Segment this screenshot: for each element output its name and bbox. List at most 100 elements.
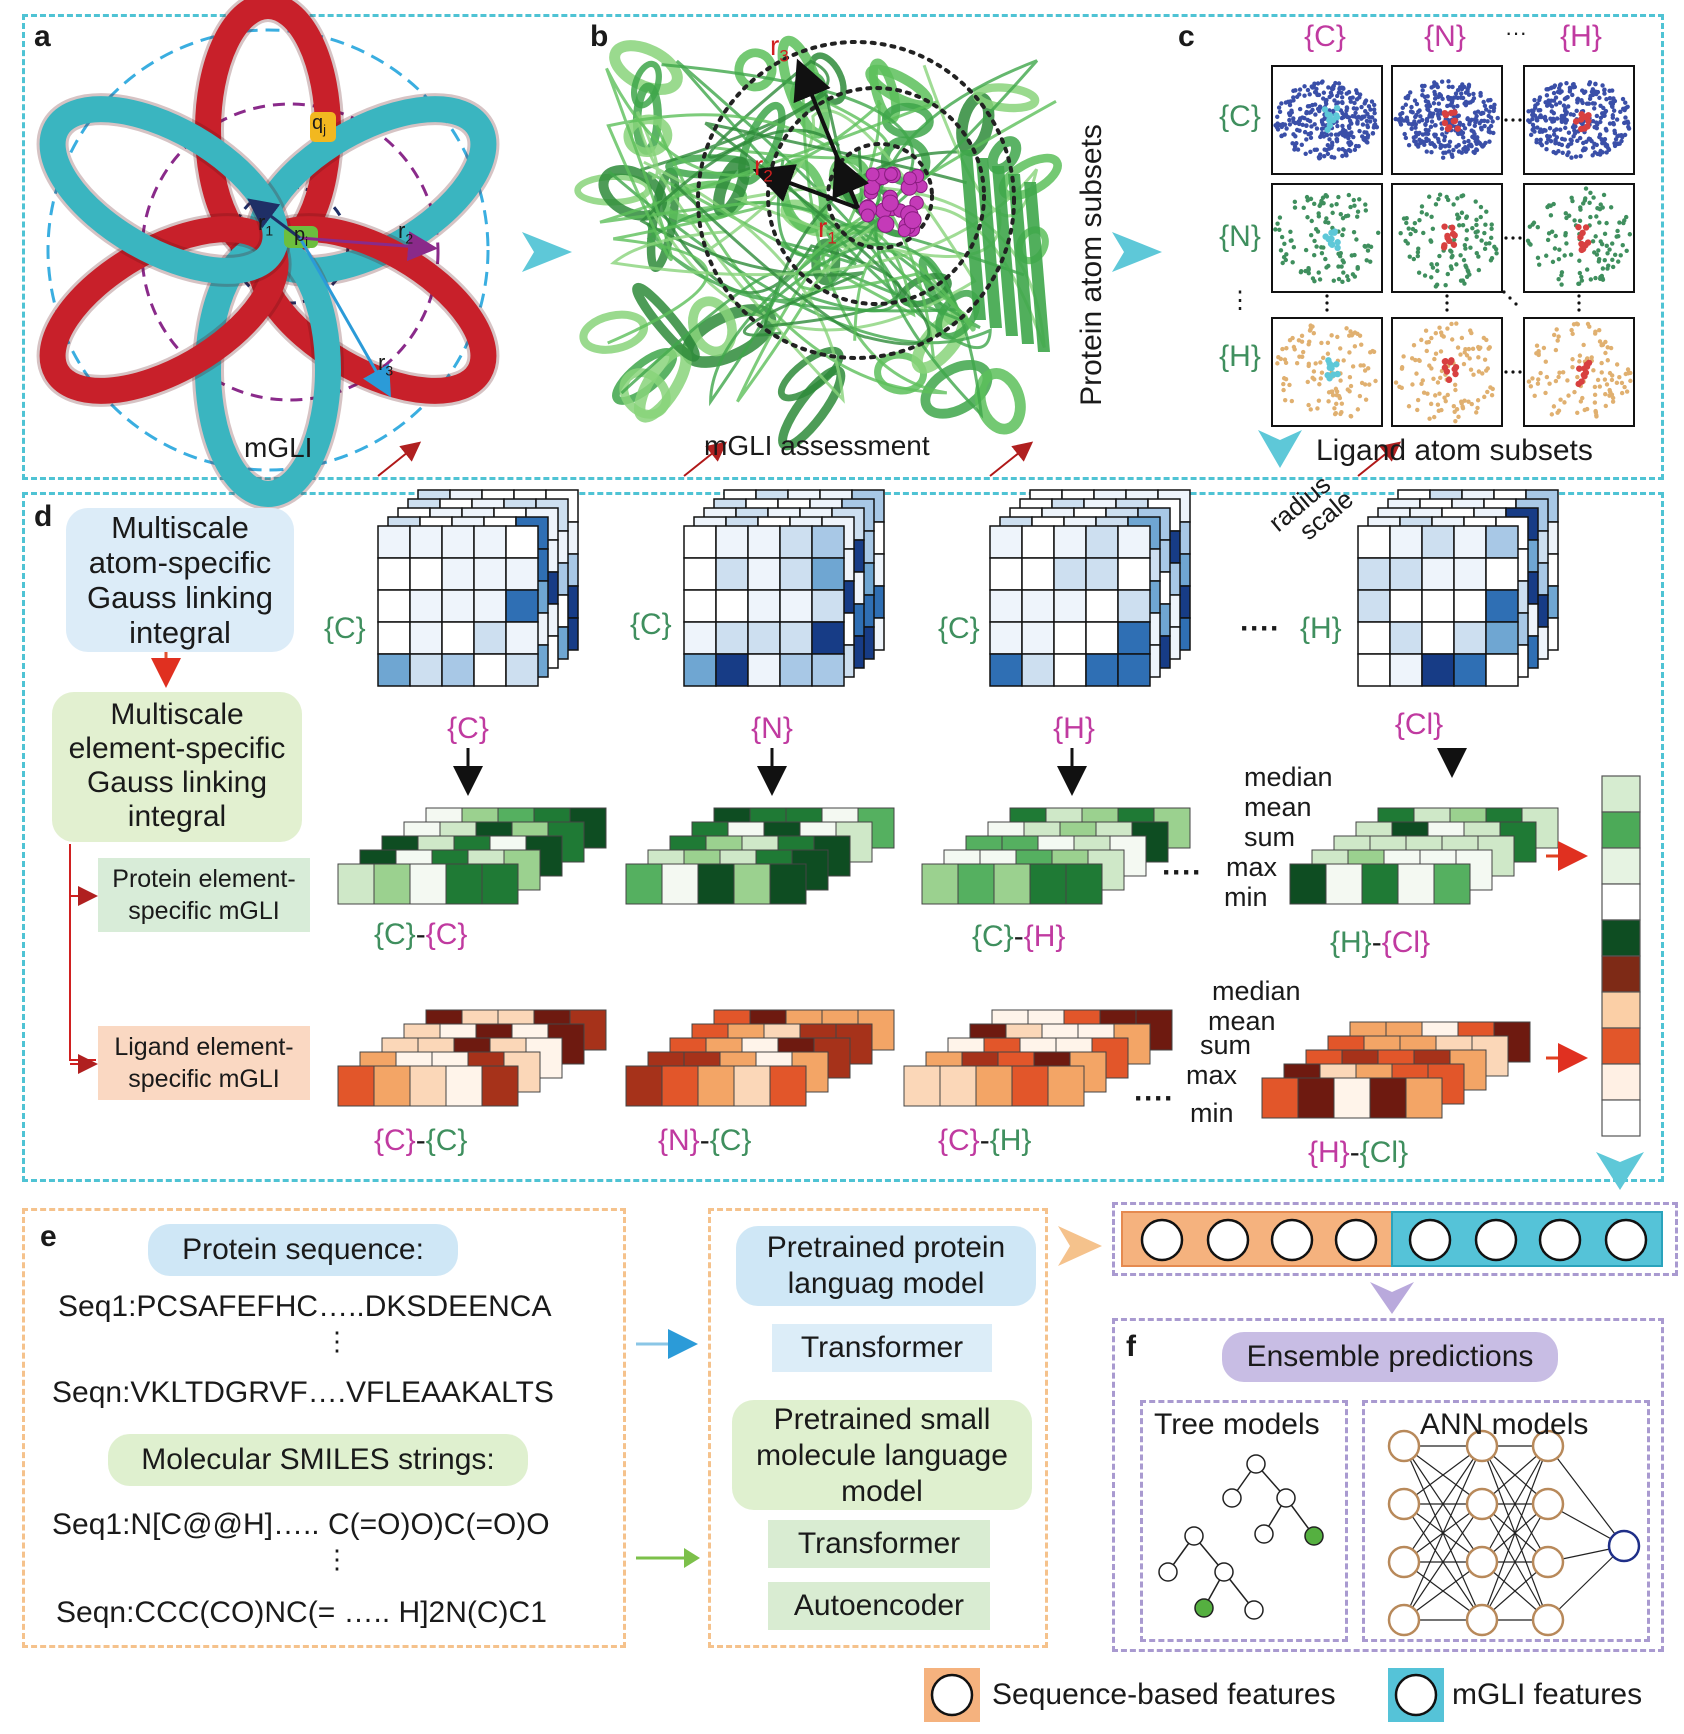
stat-max-g: max [1226, 852, 1278, 882]
panel-letter-c: c [1178, 20, 1195, 53]
matrix2-col: {N} [751, 712, 793, 745]
ann-graphic [1387, 1429, 1641, 1637]
protein-atom-subsets-label: Protein atom subsets [1075, 124, 1108, 406]
panel-letter-b: b [590, 20, 609, 53]
radius-circles [696, 40, 1016, 360]
arrow-d-to-vector [1596, 1152, 1644, 1190]
stat-mean-o: mean [1208, 1006, 1276, 1036]
panel-letter-e: e [40, 1220, 57, 1253]
autoencoder-box: Autoencoder [768, 1582, 990, 1630]
protein-element-mgli-box: Protein element-specific mGLI [98, 858, 310, 932]
ann-models-label: ANN models [1420, 1408, 1589, 1441]
tree-models-label: Tree models [1154, 1408, 1320, 1441]
orange-feature-stacks [337, 1009, 1531, 1119]
label-r1-b: r1 [818, 212, 837, 248]
knot-caption: mGLI [244, 432, 313, 463]
orange-dots: ···· [1134, 1082, 1174, 1115]
protein-language-model-pill: Pretrained protein languag model [736, 1226, 1036, 1306]
row-header-h: {H} [1219, 340, 1261, 373]
smiles-pill: Molecular SMILES strings: [108, 1434, 528, 1486]
label-qj: qj [312, 112, 327, 137]
stat-mean-g: mean [1244, 792, 1312, 822]
label-r2-b: r2 [754, 150, 773, 186]
atom-specific-gli-box: Multiscale atom-specific Gauss linking inte… [66, 508, 294, 652]
vdots-smiles: ⋮ [324, 1544, 350, 1574]
transformer-box-1: Transformer [772, 1324, 992, 1372]
orange-label-hcl: {H}-{Cl} [1308, 1136, 1409, 1169]
seqn-protein: Seqn:VKLTDGRVF….VFLEAAKALTS [52, 1376, 554, 1409]
col-header-n: {N} [1424, 20, 1466, 53]
protein-caption: mGLI assessment [704, 430, 930, 461]
matrix3-col: {H} [1053, 712, 1095, 745]
matrix1-col: {C} [447, 712, 489, 745]
panel-letter-a: a [34, 20, 51, 53]
legend-mgli-label: mGLI features [1452, 1678, 1643, 1711]
stat-sum-o: sum [1200, 1030, 1252, 1060]
green-label-hcl: {H}-{Cl} [1330, 926, 1431, 959]
label-r2-a: r2 [398, 218, 414, 247]
ligand-element-mgli-box: Ligand element-specific mGLI [98, 1026, 310, 1100]
stat-min-g: min [1224, 882, 1268, 912]
seq1-protein: Seq1:PCSAFEFHC…..DKSDEENCA [58, 1290, 552, 1323]
matrix1-row: {C} [324, 612, 366, 645]
green-label-cc: {C}-{C} [374, 918, 468, 951]
feature-vector-frame [1112, 1202, 1678, 1276]
arrow-b-to-c [1112, 232, 1162, 272]
feature-column [1601, 775, 1641, 1137]
orange-label-nc: {N}-{C} [658, 1124, 752, 1157]
arrow-vector-to-f [1370, 1282, 1414, 1314]
qj-segment [310, 112, 336, 142]
ligand-atom-subsets-label: Ligand atom subsets [1316, 434, 1593, 467]
tree-frame [1140, 1400, 1348, 1642]
row-header-n: {N} [1219, 220, 1261, 253]
panel-e-right-frame [708, 1208, 1048, 1648]
orange-label-cc: {C}-{C} [374, 1124, 468, 1157]
col-header-c: {C} [1304, 20, 1346, 53]
blue-matrix-stacks [377, 441, 1559, 687]
transformer-box-2: Transformer [768, 1520, 990, 1568]
matrix-dots: ···· [1240, 612, 1280, 645]
label-r1-a: r1 [258, 210, 274, 239]
stat-min-o: min [1190, 1098, 1234, 1128]
stat-sum-g: sum [1244, 822, 1296, 852]
element-specific-gli-box: Multiscale element-specific Gauss linking i… [52, 692, 302, 842]
label-r3-a: r3 [378, 350, 394, 379]
orange-label-ch: {C}-{H} [938, 1124, 1032, 1157]
ann-frame [1362, 1400, 1650, 1642]
stat-median-g: median [1244, 762, 1333, 792]
row-header-c: {C} [1219, 100, 1261, 133]
col-header-h: {H} [1560, 20, 1602, 53]
green-label-ch: {C}-{H} [972, 920, 1066, 953]
green-feature-stacks [337, 807, 1559, 905]
label-pi: pi [294, 224, 309, 249]
matrix4-col: {Cl} [1394, 708, 1444, 741]
scatter-grid [1271, 65, 1635, 427]
panel-f-frame [1112, 1318, 1664, 1652]
arrow-e-to-vector [1058, 1226, 1102, 1266]
matrix4-row: {H} [1300, 612, 1342, 645]
panel-abc-frame [22, 14, 1664, 480]
ensemble-predictions-pill: Ensemble predictions [1222, 1332, 1558, 1382]
matrix2-row: {C} [630, 608, 672, 641]
arrow-a-to-b [522, 232, 572, 272]
panel-e-left-frame [22, 1208, 626, 1648]
row-header-vdots: ⋮ [1228, 287, 1252, 314]
vdots-protein: ⋮ [324, 1326, 350, 1356]
col-header-dots: ··· [1505, 20, 1527, 45]
panel-letter-f: f [1126, 1330, 1136, 1363]
seq1-smiles: Seq1:N[C@@H]….. C(=O)O)C(=O)O [52, 1508, 550, 1541]
green-dots: ···· [1162, 856, 1202, 889]
panel-letter-d: d [34, 500, 53, 533]
stat-max-o: max [1186, 1060, 1238, 1090]
matrix3-row: {C} [938, 612, 980, 645]
legend-sequence-label: Sequence-based features [992, 1678, 1336, 1711]
knot-diagram [36, 0, 500, 510]
seqn-smiles: Seqn:CCC(CO)NC(= ….. H]2N(C)C1 [56, 1596, 547, 1629]
arrow-c-to-d [1258, 430, 1302, 468]
protein-sequence-pill: Protein sequence: [148, 1224, 458, 1276]
small-molecule-model-pill: Pretrained small molecule language model [732, 1400, 1032, 1510]
tree-models-graphic [1158, 1454, 1324, 1620]
stat-median-o: median [1212, 976, 1301, 1006]
label-r3-b: r3 [770, 30, 789, 66]
